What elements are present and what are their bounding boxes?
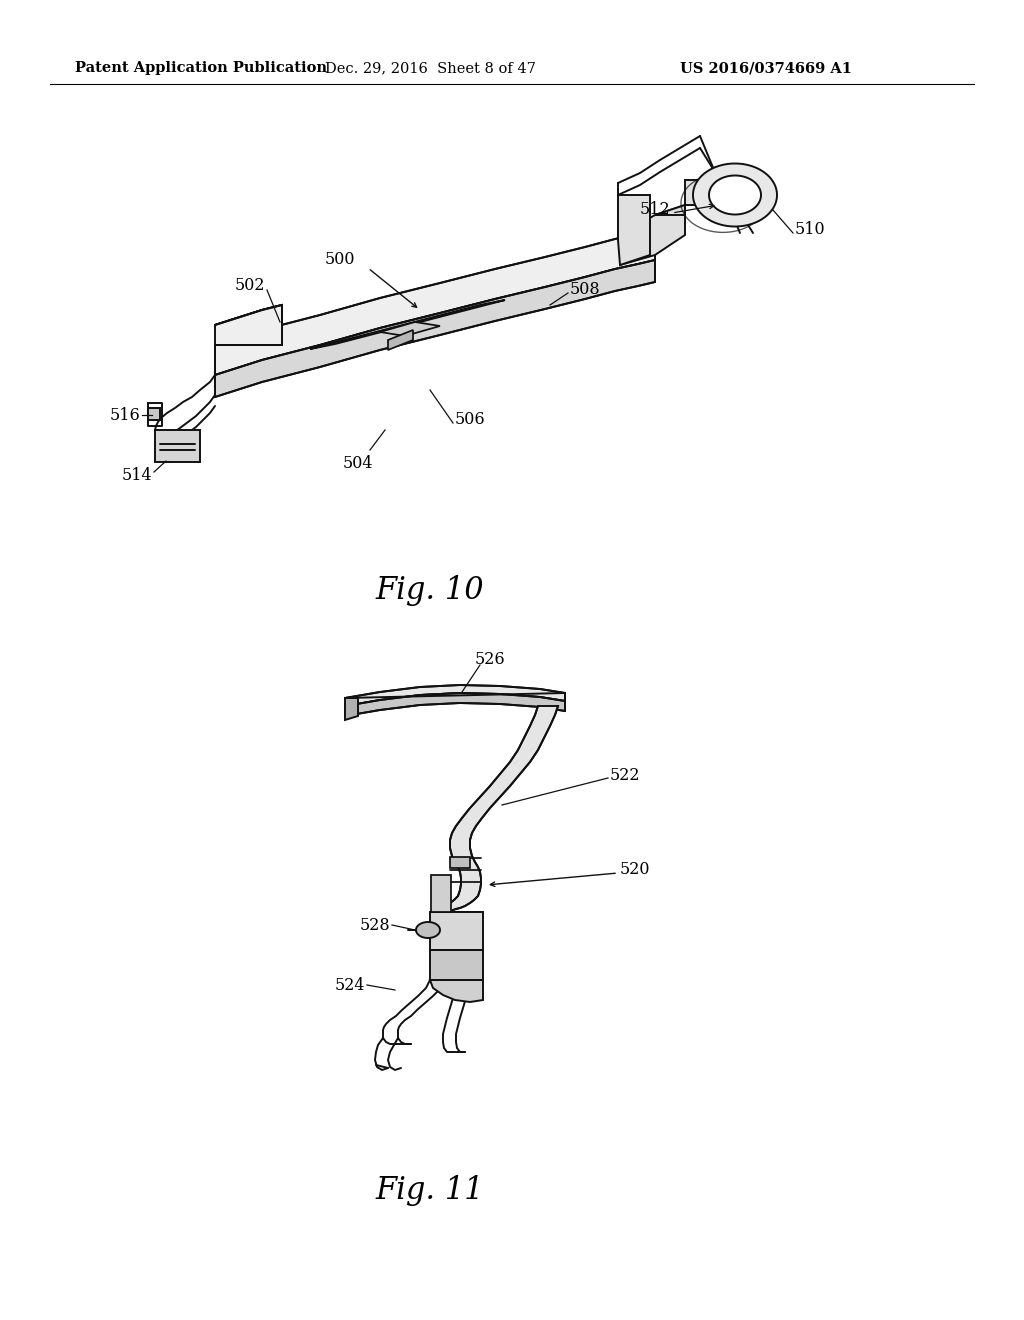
Polygon shape [450, 857, 470, 869]
Text: 500: 500 [325, 252, 355, 268]
Polygon shape [388, 330, 413, 350]
Polygon shape [345, 693, 565, 715]
Text: 502: 502 [234, 276, 265, 293]
Text: 508: 508 [570, 281, 601, 298]
Polygon shape [416, 921, 440, 939]
Polygon shape [431, 706, 558, 912]
Polygon shape [155, 430, 200, 462]
Text: 510: 510 [795, 222, 825, 239]
Text: 522: 522 [610, 767, 640, 784]
Polygon shape [430, 979, 483, 1002]
Polygon shape [380, 322, 440, 337]
Polygon shape [148, 408, 160, 420]
Polygon shape [655, 180, 700, 215]
Text: 524: 524 [335, 977, 365, 994]
Text: Fig. 10: Fig. 10 [376, 574, 484, 606]
Polygon shape [709, 176, 761, 214]
Text: 526: 526 [475, 652, 505, 668]
Text: 504: 504 [343, 455, 374, 473]
Polygon shape [215, 260, 655, 397]
Text: Fig. 11: Fig. 11 [376, 1175, 484, 1205]
Text: 514: 514 [122, 466, 152, 483]
Polygon shape [215, 305, 282, 345]
Polygon shape [430, 950, 483, 979]
Polygon shape [620, 205, 685, 265]
Text: Dec. 29, 2016  Sheet 8 of 47: Dec. 29, 2016 Sheet 8 of 47 [325, 61, 536, 75]
Polygon shape [430, 912, 483, 950]
Polygon shape [215, 230, 655, 375]
Text: US 2016/0374669 A1: US 2016/0374669 A1 [680, 61, 852, 75]
Polygon shape [693, 164, 777, 227]
Polygon shape [310, 300, 505, 348]
Polygon shape [215, 305, 282, 325]
Text: 528: 528 [359, 916, 390, 933]
Text: 506: 506 [455, 412, 485, 429]
Polygon shape [345, 698, 358, 719]
Polygon shape [345, 685, 565, 706]
Text: Patent Application Publication: Patent Application Publication [75, 61, 327, 75]
Polygon shape [618, 195, 650, 265]
Text: 512: 512 [639, 202, 670, 219]
Polygon shape [431, 875, 451, 912]
Text: 520: 520 [620, 862, 650, 879]
Text: 516: 516 [110, 407, 140, 424]
